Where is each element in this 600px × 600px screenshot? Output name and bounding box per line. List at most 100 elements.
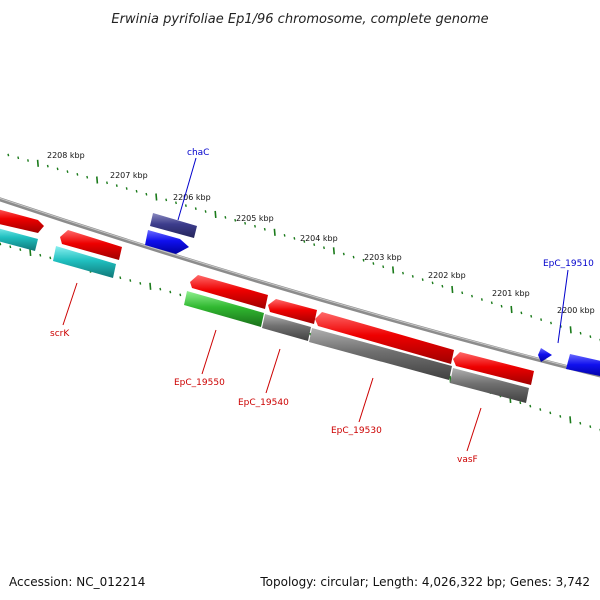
outer-ring-tick — [510, 305, 513, 314]
inner-ring-tick — [129, 279, 132, 282]
outer-ring-tick — [480, 298, 483, 301]
scale-label-2202: 2202 kbp — [428, 271, 466, 280]
outer-ring-tick — [273, 228, 276, 236]
outer-ring-tick — [244, 221, 247, 225]
outer-ring-tick — [402, 271, 404, 275]
gene-cyan-left-top[interactable] — [0, 226, 38, 251]
gene-label-epc-19540[interactable]: EpC_19540 — [238, 398, 289, 408]
scale-label-2204: 2204 kbp — [300, 234, 338, 243]
inner-ring-tick — [519, 401, 522, 405]
outer-ring-tick — [392, 266, 395, 274]
inner-ring-tick — [19, 248, 22, 251]
outer-ring-tick — [283, 234, 286, 237]
outer-ring-tick — [115, 184, 118, 187]
scale-label-2205: 2205 kbp — [236, 214, 274, 223]
gene-blue-right-edge[interactable] — [566, 354, 600, 378]
inner-ring-tick — [149, 282, 152, 290]
outer-ring-tick — [254, 224, 256, 228]
outer-ring-tick — [135, 189, 138, 193]
outer-ring-tick — [86, 175, 89, 179]
leader-epc-19530 — [358, 377, 374, 423]
outer-ring-tick — [382, 265, 385, 269]
inner-ring-tick — [39, 253, 42, 257]
outer-ring-tick — [27, 159, 29, 162]
gene-label-scrk[interactable]: scrK — [50, 329, 70, 339]
inner-ring-tick — [579, 421, 582, 425]
gene-epc-19540[interactable] — [262, 314, 311, 341]
outer-ring-tick — [342, 252, 345, 256]
scale-label-2201: 2201 kbp — [492, 289, 530, 298]
outer-ring-tick — [66, 170, 69, 173]
gene-scrk[interactable] — [53, 246, 116, 278]
inner-ring-tick — [29, 248, 32, 256]
outer-ring-tick — [372, 262, 375, 265]
gene-label-epc-19510[interactable]: EpC_19510 — [543, 259, 594, 269]
outer-ring-tick — [125, 187, 128, 190]
inner-ring-tick — [169, 290, 172, 294]
gene-label-vasf[interactable]: vasF — [457, 455, 478, 465]
leader-epc-19510 — [557, 269, 569, 344]
leader-scrk — [62, 282, 78, 326]
scale-label-2207: 2207 kbp — [110, 171, 148, 180]
inner-ring-tick — [309, 332, 312, 336]
gene-red-a[interactable] — [190, 275, 268, 309]
outer-ring-tick — [303, 240, 306, 243]
outer-ring-tick — [46, 164, 49, 168]
gene-epc-19530-red[interactable] — [315, 312, 454, 364]
outer-ring-tick — [421, 278, 424, 281]
inner-ring-tick — [119, 276, 122, 280]
inner-ring-tick — [549, 411, 552, 415]
inner-ring-tick — [589, 425, 592, 428]
gene-blue-arrow[interactable] — [145, 230, 189, 254]
outer-ring-tick — [589, 335, 592, 338]
outer-ring-tick — [7, 153, 10, 157]
outer-ring-tick — [155, 193, 158, 201]
scale-label-2206: 2206 kbp — [173, 193, 211, 202]
gene-red-left-top[interactable] — [0, 207, 44, 233]
gene-epc-19550[interactable] — [184, 291, 264, 327]
gene-chac[interactable] — [150, 213, 197, 238]
outer-ring-tick — [500, 304, 503, 308]
outer-ring-tick — [204, 210, 207, 213]
reverse-strand-genes — [0, 226, 534, 403]
outer-ring-tick — [293, 237, 296, 240]
outer-ring-tick — [530, 314, 533, 318]
scale-label-2203: 2203 kbp — [364, 253, 402, 262]
chromosome-backbone — [0, 197, 600, 378]
gene-epc-19510[interactable] — [538, 348, 552, 362]
inner-ring-tick — [49, 256, 52, 260]
gene-label-epc-19550[interactable]: EpC_19550 — [174, 378, 225, 388]
outer-ring-tick — [540, 318, 543, 321]
gene-vasf-red[interactable] — [453, 352, 534, 385]
outer-ring-tick — [461, 291, 464, 295]
outer-ring-tick — [362, 258, 365, 262]
inner-ring-tick — [569, 416, 572, 424]
gene-label-chac[interactable]: chaC — [187, 148, 209, 158]
inner-ring-tick — [559, 415, 562, 418]
outer-ring-tick — [224, 216, 227, 219]
outer-ring-tick — [520, 311, 523, 315]
gene-red-short[interactable] — [60, 230, 122, 260]
outer-ring-tick — [175, 201, 177, 205]
outer-ring-tick — [96, 176, 99, 184]
inner-ring-tick — [9, 245, 12, 249]
inner-ring-tick — [179, 293, 182, 297]
outer-ring-tick — [471, 294, 473, 298]
inner-ring-tick — [539, 408, 542, 411]
chromosome-backbone-highlight — [0, 197, 600, 375]
gene-epc-19530[interactable] — [309, 328, 452, 380]
outer-ring-tick — [17, 156, 20, 160]
outer-ring-tick — [165, 198, 168, 202]
gene-vasf[interactable] — [450, 368, 529, 403]
outer-ring-tick — [194, 207, 197, 210]
outer-ring-tick — [76, 173, 79, 176]
leader-epc-19540 — [265, 348, 281, 394]
gene-label-epc-19530[interactable]: EpC_19530 — [331, 426, 382, 436]
outer-ring-tick — [313, 243, 316, 246]
outer-ring-tick — [352, 255, 355, 259]
gene-epc-19540-red[interactable] — [268, 299, 317, 324]
outer-ring-tick — [263, 227, 266, 231]
outer-ring-tick — [106, 181, 108, 185]
label-leaders — [62, 157, 569, 452]
